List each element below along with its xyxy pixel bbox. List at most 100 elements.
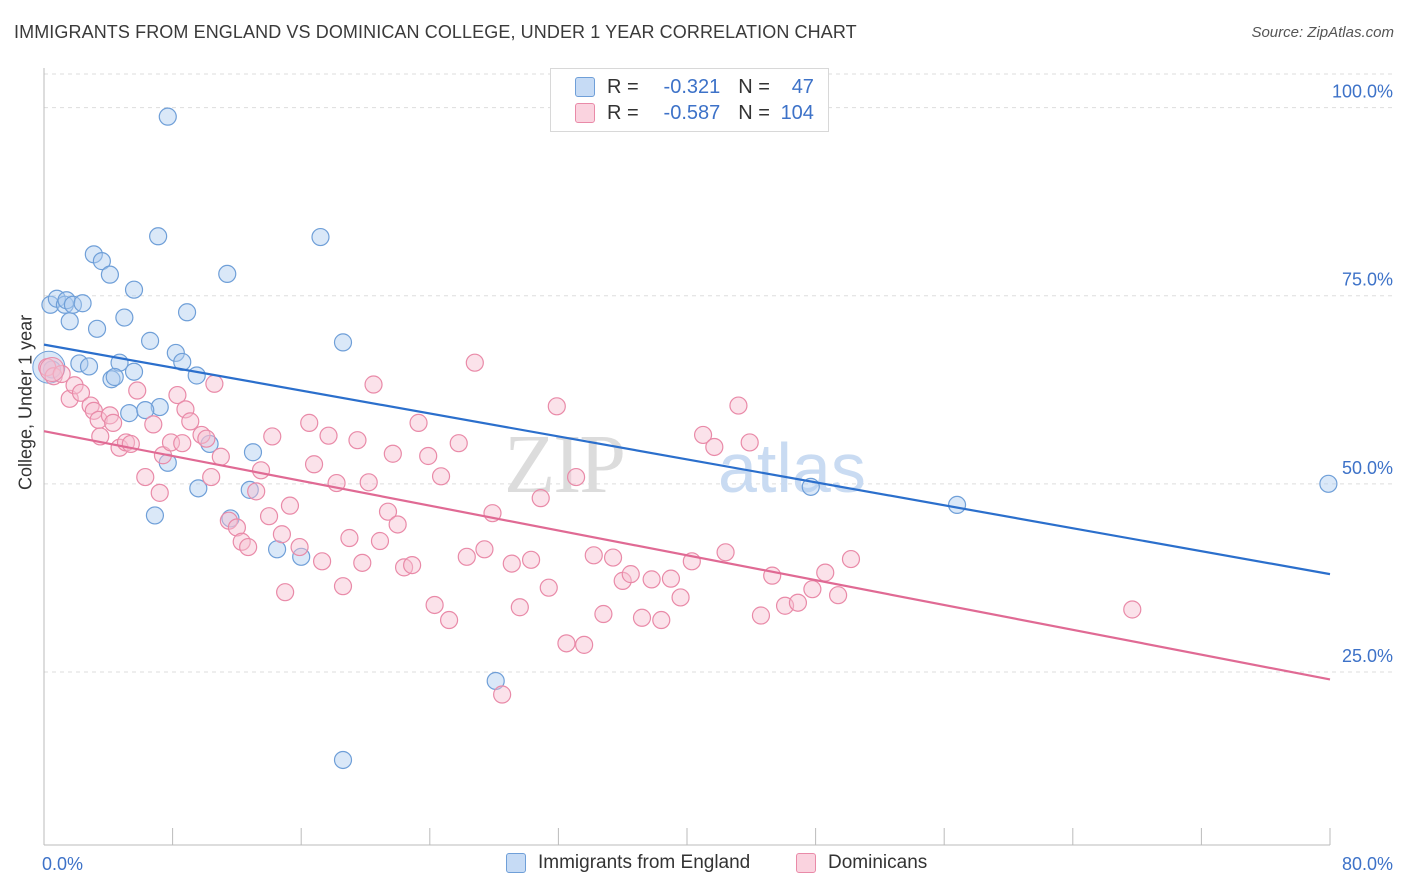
point-dominican <box>348 431 367 450</box>
point-dominican <box>378 502 398 521</box>
point-england <box>124 280 144 299</box>
legend-item-dominicans: Dominicans <box>796 852 927 874</box>
point-dominican <box>276 583 295 602</box>
point-england <box>145 506 165 525</box>
point-dominican <box>642 570 661 589</box>
point-dominican <box>457 547 476 566</box>
legend-n-label: N = <box>738 75 770 98</box>
x-tick-label-min: 0.0% <box>42 854 83 874</box>
point-dominican <box>290 537 309 557</box>
point-dominican <box>263 427 282 446</box>
point-england <box>333 333 353 352</box>
point-dominican <box>521 550 541 569</box>
x-tick-label-max: 80.0% <box>1342 854 1393 874</box>
point-dominican <box>632 608 652 627</box>
point-england <box>63 295 83 314</box>
point-dominican <box>425 595 444 615</box>
point-dominican <box>557 634 576 653</box>
point-dominican <box>128 381 147 400</box>
point-dominican <box>539 578 558 597</box>
legend-row-dominicans: R = -0.587 N = 104 <box>575 100 814 126</box>
y-tick-label: 100.0% <box>1332 82 1393 102</box>
point-dominican <box>403 555 422 575</box>
point-england <box>140 331 160 350</box>
point-dominican <box>353 553 372 572</box>
point-dominican <box>419 446 438 466</box>
point-dominican <box>716 543 735 562</box>
point-england <box>333 750 353 770</box>
point-england <box>120 404 139 423</box>
point-england <box>177 303 197 322</box>
point-dominican <box>816 563 835 582</box>
point-dominican <box>652 610 671 630</box>
point-dominican <box>575 635 594 654</box>
point-dominican <box>65 376 84 395</box>
point-dominican <box>259 507 279 526</box>
legend-item-england: Immigrants from England <box>506 852 750 874</box>
point-dominican <box>729 396 748 415</box>
point-dominican <box>81 396 100 415</box>
watermark-zip: ZIP <box>504 418 624 511</box>
point-dominican <box>475 540 494 559</box>
point-dominican <box>173 434 192 453</box>
trend-lines <box>43 343 1331 681</box>
watermark: ZIP atlas <box>504 418 866 511</box>
legend-n-label: N = <box>738 101 770 124</box>
point-england <box>105 367 124 387</box>
point-dominican <box>693 425 713 445</box>
point-dominican <box>239 537 258 557</box>
watermark-atlas: atlas <box>718 429 866 507</box>
point-england <box>218 264 237 284</box>
chart-title: IMMIGRANTS FROM ENGLAND VS DOMINICAN COL… <box>14 22 857 42</box>
point-england <box>187 366 206 385</box>
point-dominican <box>594 604 613 624</box>
trendline-england <box>43 343 1331 576</box>
y-tick-label: 75.0% <box>1342 270 1393 290</box>
point-dominican <box>364 375 383 394</box>
legend-n-value: 47 <box>791 75 814 98</box>
point-dominican <box>841 549 861 569</box>
point-dominican <box>333 577 353 596</box>
y-tick-label: 50.0% <box>1342 458 1393 478</box>
point-england <box>158 107 177 126</box>
point-dominican <box>181 412 200 431</box>
legend-swatch-blue <box>506 853 526 873</box>
point-dominican <box>300 413 319 432</box>
point-dominican <box>150 483 169 502</box>
point-dominican <box>803 580 822 599</box>
point-cluster-dominican <box>39 356 65 382</box>
tick-labels: 25.0% 50.0% 75.0% 100.0% 0.0% 80.0% <box>42 82 1393 874</box>
point-dominican <box>205 374 224 393</box>
point-england <box>947 495 967 515</box>
point-dominican <box>439 610 459 630</box>
point-dominican <box>449 434 468 453</box>
point-england <box>136 400 155 420</box>
y-tick-label: 25.0% <box>1342 646 1393 666</box>
point-dominican <box>383 444 402 463</box>
y-axis-label: College, Under 1 year <box>15 314 36 490</box>
point-dominican <box>661 569 681 588</box>
point-dominican <box>705 437 724 457</box>
legend-r-value: -0.587 <box>663 101 721 124</box>
point-england <box>124 362 144 381</box>
legend-swatch-pink <box>575 103 595 123</box>
legend-r-value: -0.321 <box>663 75 721 98</box>
point-dominican <box>168 385 187 405</box>
point-england <box>311 227 330 247</box>
point-england <box>92 252 111 271</box>
point-dominican <box>136 467 155 487</box>
legend-row-england: R = -0.321 N = 47 <box>575 74 814 100</box>
point-dominican <box>566 467 586 487</box>
point-dominican <box>388 515 407 534</box>
stats-legend: R = -0.321 N = 47 R = -0.587 N = 104 <box>550 68 829 132</box>
point-dominican <box>465 353 484 372</box>
point-dominican <box>751 606 771 625</box>
point-dominican <box>247 482 266 501</box>
point-dominican <box>251 461 271 480</box>
point-england <box>189 479 208 498</box>
point-dominican <box>227 518 246 537</box>
point-dominican <box>211 447 230 466</box>
point-dominican <box>304 455 324 474</box>
point-dominican <box>431 467 451 486</box>
point-dominican <box>409 413 428 432</box>
